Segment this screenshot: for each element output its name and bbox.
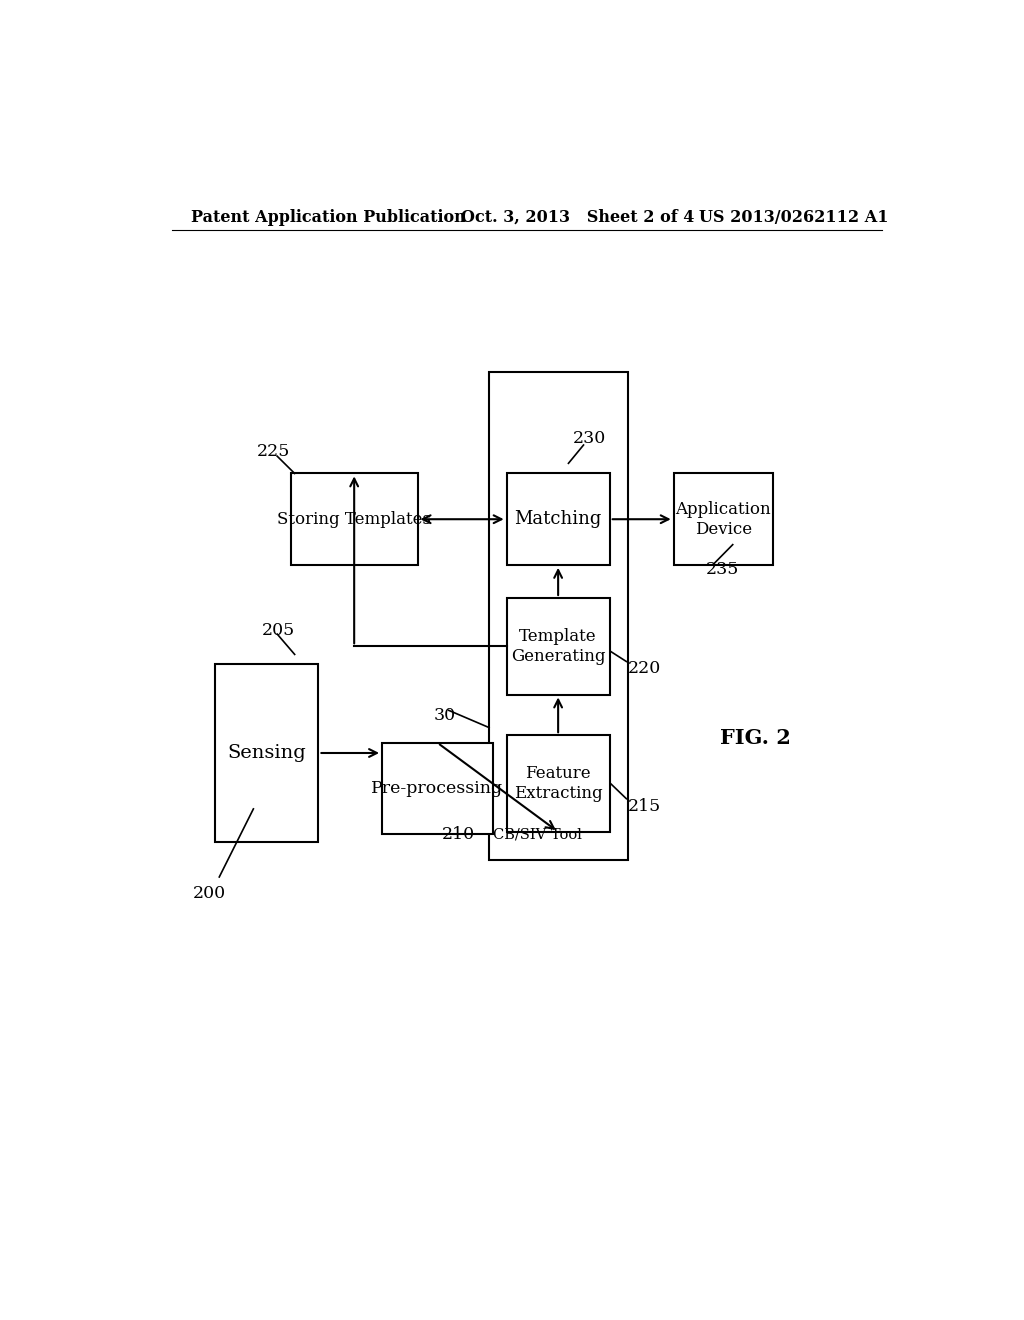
Text: Template
Generating: Template Generating bbox=[511, 628, 605, 664]
Text: 225: 225 bbox=[257, 442, 290, 459]
Text: 210: 210 bbox=[441, 826, 474, 842]
Text: Oct. 3, 2013   Sheet 2 of 4: Oct. 3, 2013 Sheet 2 of 4 bbox=[461, 209, 694, 226]
Bar bbox=[291, 474, 418, 565]
Text: Sensing: Sensing bbox=[227, 744, 306, 762]
Bar bbox=[507, 598, 609, 694]
Bar bbox=[507, 474, 609, 565]
Bar bbox=[674, 474, 773, 565]
Text: Pre-processing: Pre-processing bbox=[372, 780, 504, 797]
Text: Patent Application Publication: Patent Application Publication bbox=[191, 209, 466, 226]
Text: 220: 220 bbox=[628, 660, 662, 677]
Text: 205: 205 bbox=[261, 622, 295, 639]
Text: CB/SIV Tool: CB/SIV Tool bbox=[494, 828, 582, 841]
Bar bbox=[215, 664, 318, 842]
Bar bbox=[382, 743, 494, 834]
Text: 200: 200 bbox=[194, 884, 226, 902]
Text: Application
Device: Application Device bbox=[676, 500, 771, 537]
Text: Storing Templates: Storing Templates bbox=[278, 511, 431, 528]
Text: US 2013/0262112 A1: US 2013/0262112 A1 bbox=[699, 209, 889, 226]
Text: 30: 30 bbox=[433, 708, 456, 723]
Text: FIG. 2: FIG. 2 bbox=[720, 727, 791, 747]
Text: 230: 230 bbox=[572, 430, 605, 447]
Text: Matching: Matching bbox=[514, 511, 602, 528]
Bar bbox=[507, 735, 609, 832]
Text: 215: 215 bbox=[628, 799, 662, 816]
Text: 235: 235 bbox=[706, 561, 739, 578]
Bar bbox=[489, 372, 628, 859]
Text: Feature
Extracting: Feature Extracting bbox=[514, 766, 602, 801]
